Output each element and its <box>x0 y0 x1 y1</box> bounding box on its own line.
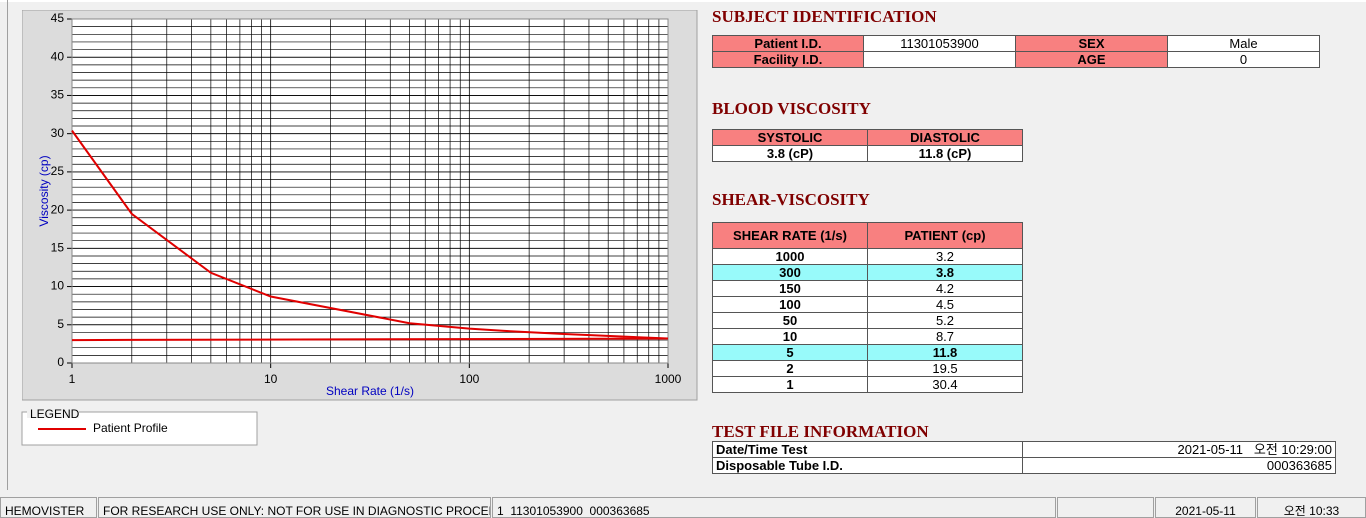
y-tick-label: 5 <box>57 317 64 331</box>
rate-cell: 2 <box>712 360 868 377</box>
status-cell: FOR RESEARCH USE ONLY: NOT FOR USE IN DI… <box>98 497 491 518</box>
section-title: BLOOD VISCOSITY <box>712 99 871 118</box>
value-cell: 8.7 <box>867 328 1023 345</box>
row: Disposable Tube I.D. 000363685 <box>712 457 1336 474</box>
section-title: TEST FILE INFORMATION <box>712 422 929 441</box>
value-cell: 19.5 <box>867 360 1023 377</box>
label-cell: AGE <box>1015 51 1168 68</box>
label-cell: Facility I.D. <box>712 51 864 68</box>
left-border <box>7 0 8 490</box>
row: 150 4.2 <box>712 280 1023 297</box>
legend-title-bg <box>27 406 79 418</box>
header-row: SHEAR RATE (1/s) PATIENT (cp) <box>712 222 1023 249</box>
value-cell: Male <box>1167 35 1320 52</box>
rate-cell: 300 <box>712 264 868 281</box>
legend-title: LEGEND <box>30 407 80 421</box>
row: Date/Time Test 2021-05-11 오전 10:29:00 <box>712 441 1336 458</box>
top-border <box>0 0 1366 2</box>
series-line <box>71 337 669 342</box>
status-cell: 오전 10:33 <box>1257 497 1366 518</box>
value-cell: 3.2 <box>867 248 1023 265</box>
rate-cell: 150 <box>712 280 868 297</box>
y-axis-label: Viscosity (cp) <box>37 155 51 226</box>
value-cell: 30.4 <box>867 376 1023 393</box>
series-line <box>71 130 669 340</box>
row: Facility I.D. AGE 0 <box>712 51 1320 68</box>
y-tick-label: 20 <box>51 202 65 216</box>
y-tick-label: 35 <box>51 88 65 102</box>
header-row: SYSTOLIC DIASTOLIC <box>712 129 1023 146</box>
section-title: SUBJECT IDENTIFICATION <box>712 7 937 26</box>
rate-cell: 100 <box>712 296 868 313</box>
status-cell: HEMOVISTER <box>0 497 97 518</box>
y-tick-label: 0 <box>57 355 64 369</box>
legend: LEGEND Patient Profile <box>21 406 258 446</box>
section-title: SHEAR-VISCOSITY <box>712 190 870 209</box>
value-cell: 3.8 (cP) <box>712 145 868 162</box>
row: 5 11.8 <box>712 344 1023 361</box>
row: 2 19.5 <box>712 360 1023 377</box>
row: 100 4.5 <box>712 296 1023 313</box>
x-axis-label: Shear Rate (1/s) <box>326 384 414 398</box>
value-cell: 11301053900 <box>863 35 1016 52</box>
status-cell: 2021-05-11 <box>1155 497 1256 518</box>
y-tick-label: 40 <box>51 49 65 63</box>
row: 3.8 (cP) 11.8 (cP) <box>712 145 1023 162</box>
value-cell: 4.5 <box>867 296 1023 313</box>
header-cell: SHEAR RATE (1/s) <box>712 222 868 249</box>
header-cell: PATIENT (cp) <box>867 222 1023 249</box>
label-cell: Date/Time Test <box>712 441 1023 458</box>
value-cell: 11.8 (cP) <box>867 145 1023 162</box>
row: 300 3.8 <box>712 264 1023 281</box>
rate-cell: 50 <box>712 312 868 329</box>
status-cell <box>1057 497 1154 518</box>
blood-viscosity-table: SYSTOLIC DIASTOLIC 3.8 (cP) 11.8 (cP) <box>712 129 1023 162</box>
header-cell: SYSTOLIC <box>712 129 868 146</box>
y-tick-label: 25 <box>51 164 65 178</box>
value-cell: 000363685 <box>1022 457 1336 474</box>
x-tick-label: 100 <box>459 372 479 386</box>
rate-cell: 5 <box>712 344 868 361</box>
subject-table: Patient I.D. 11301053900 SEX Male Facili… <box>712 35 1320 68</box>
row: Patient I.D. 11301053900 SEX Male <box>712 35 1320 52</box>
label-cell: SEX <box>1015 35 1168 52</box>
plot-frame <box>71 18 669 364</box>
y-tick-label: 30 <box>51 126 65 140</box>
x-tick-label: 10 <box>264 372 278 386</box>
label-cell: Patient I.D. <box>712 35 864 52</box>
test-file-table: Date/Time Test 2021-05-11 오전 10:29:00 Di… <box>712 441 1336 474</box>
value-cell: 0 <box>1167 51 1320 68</box>
status-cell: 1 11301053900 000363685 <box>492 497 1056 518</box>
y-tick-label: 45 <box>51 11 65 25</box>
row: 1 30.4 <box>712 376 1023 393</box>
value-cell: 3.8 <box>867 264 1023 281</box>
header-cell: DIASTOLIC <box>867 129 1023 146</box>
shear-viscosity-table: SHEAR RATE (1/s) PATIENT (cp) 1000 3.2 300… <box>712 222 1023 393</box>
value-cell: 4.2 <box>867 280 1023 297</box>
chart: Shear Rate (1/s) Viscosity (cp) 0 5 10 15 20… <box>22 10 698 401</box>
y-tick-label: 10 <box>51 279 65 293</box>
plot-area <box>72 19 668 363</box>
value-cell: 2021-05-11 오전 10:29:00 <box>1022 441 1336 458</box>
value-cell: 11.8 <box>867 344 1023 361</box>
x-tick-label: 1000 <box>655 372 682 386</box>
rate-cell: 1 <box>712 376 868 393</box>
x-tick-label: 1 <box>69 372 76 386</box>
value-cell <box>863 51 1016 68</box>
rate-cell: 1000 <box>712 248 868 265</box>
rate-cell: 10 <box>712 328 868 345</box>
value-cell: 5.2 <box>867 312 1023 329</box>
legend-label: Patient Profile <box>93 421 168 435</box>
row: 1000 3.2 <box>712 248 1023 265</box>
y-tick-label: 15 <box>51 241 65 255</box>
row: 10 8.7 <box>712 328 1023 345</box>
label-cell: Disposable Tube I.D. <box>712 457 1023 474</box>
row: 50 5.2 <box>712 312 1023 329</box>
